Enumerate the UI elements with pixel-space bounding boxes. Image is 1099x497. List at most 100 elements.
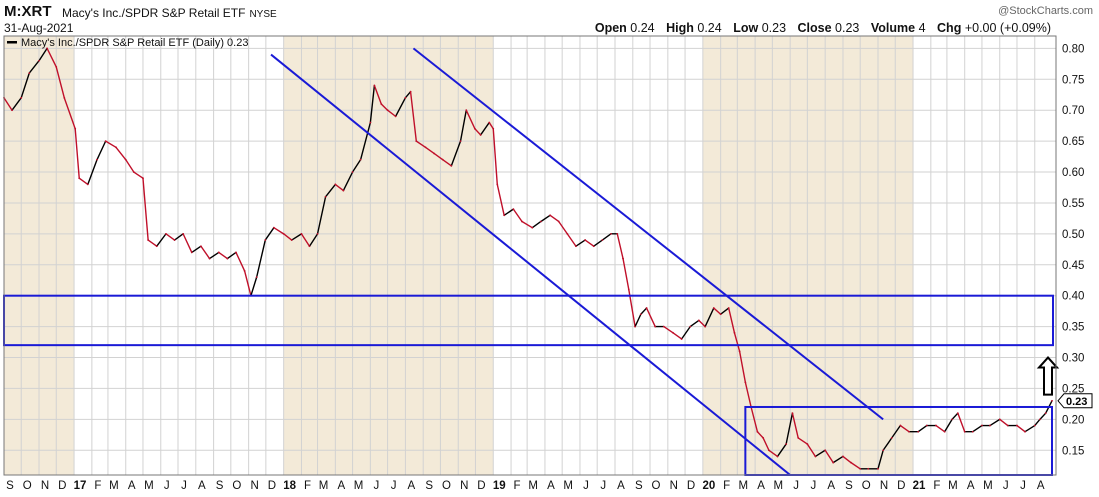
price-segment (373, 84, 382, 105)
price-point (1039, 418, 1041, 421)
stockcharts-credit: @StockCharts.com (998, 5, 1093, 17)
price-point (433, 152, 436, 155)
close-label: Close (797, 21, 832, 35)
price-segment (531, 220, 542, 229)
price-point (1016, 424, 1018, 427)
price-segment (424, 146, 435, 155)
price-segment (243, 270, 252, 297)
price-point (300, 232, 303, 235)
x-tick-label: J (793, 480, 799, 492)
x-tick-label: M (739, 480, 749, 492)
y-tick-label: 0.30 (1062, 353, 1084, 365)
low-label: Low (733, 21, 759, 35)
price-segment (549, 214, 560, 223)
y-tick-label: 0.60 (1062, 167, 1084, 179)
price-point (465, 109, 468, 112)
price-segment (264, 226, 275, 241)
price-point (531, 226, 534, 229)
x-tick-label: J (181, 480, 187, 492)
price-segment (634, 313, 642, 328)
price-point (124, 158, 127, 161)
price-point (616, 232, 619, 235)
plot-frame (3, 35, 1057, 476)
price-segment (191, 245, 202, 254)
price-point (165, 232, 167, 235)
x-tick-label: N (670, 480, 678, 492)
price-point (951, 418, 953, 421)
price-point (394, 115, 397, 118)
price-segment (566, 233, 577, 247)
x-tick-label: D (268, 480, 276, 492)
price-point (255, 276, 258, 279)
x-tick-label: O (862, 480, 871, 492)
price-segment (38, 47, 48, 62)
price-point (814, 455, 817, 458)
x-tick-label: M (983, 480, 993, 492)
price-segment (218, 251, 229, 260)
price-point (925, 424, 928, 427)
price-point (359, 158, 362, 161)
price-point (989, 424, 991, 427)
price-point (998, 418, 1001, 421)
price-point (712, 307, 715, 309)
x-tick-label: O (232, 480, 241, 492)
last-value-label: 0.23 (1066, 396, 1087, 408)
price-segment (96, 140, 107, 161)
ohlc-readout: Open 0.24 High 0.24 Low 0.23 Close 0.23 … (587, 21, 1051, 35)
price-segment (601, 233, 612, 241)
x-tick-label: D (687, 480, 695, 492)
x-tick-label: F (304, 480, 311, 492)
price-point (512, 208, 515, 211)
price-point (943, 430, 946, 433)
price-point (496, 183, 499, 186)
price-segment (719, 307, 730, 315)
price-segment (832, 455, 844, 464)
price-segment (133, 171, 144, 179)
shaded-period-1 (283, 36, 494, 475)
price-point (132, 171, 135, 173)
price-segment (951, 412, 959, 421)
price-segment (689, 319, 700, 328)
price-segment (750, 406, 759, 433)
price-point (78, 177, 81, 180)
price-segment (663, 325, 674, 334)
price-point (832, 461, 835, 464)
price-point (1033, 424, 1036, 427)
price-segment (943, 418, 953, 433)
x-tick-label: O (442, 480, 451, 492)
x-tick-label: A (338, 480, 346, 492)
price-segment (415, 140, 427, 148)
price-segment (316, 196, 327, 235)
price-segment (394, 97, 407, 118)
price-point (877, 467, 879, 470)
price-point (20, 96, 23, 99)
price-segment (733, 332, 741, 353)
x-tick-label: M (528, 480, 538, 492)
price-point (744, 381, 747, 384)
price-segment (200, 245, 211, 260)
price-point (272, 226, 275, 229)
price-segment (713, 307, 722, 315)
price-point (492, 127, 495, 130)
x-tick-label: J (1020, 480, 1026, 492)
price-segment (125, 158, 135, 173)
price-segment (512, 208, 523, 223)
price-point (549, 214, 552, 217)
x-tick-label: 19 (493, 480, 506, 492)
price-point (627, 288, 630, 291)
x-tick-label: A (827, 480, 835, 492)
x-tick-label: D (897, 480, 905, 492)
x-tick-label: S (425, 480, 433, 492)
price-segment (1016, 424, 1026, 433)
price-point (850, 461, 852, 464)
price-segment (521, 220, 534, 229)
x-tick-label: N (41, 480, 49, 492)
price-segment (300, 233, 311, 247)
price-segment (616, 233, 624, 260)
x-tick-label: A (128, 480, 136, 492)
price-point (1006, 424, 1009, 427)
price-point (575, 245, 577, 248)
price-point (200, 245, 202, 248)
price-segment (850, 461, 861, 470)
